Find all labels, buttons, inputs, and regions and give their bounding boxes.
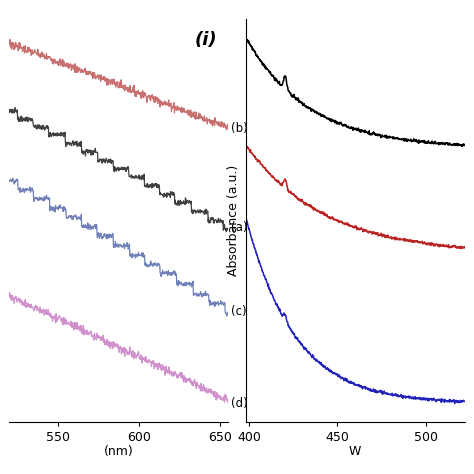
X-axis label: (nm): (nm) bbox=[104, 445, 134, 458]
Y-axis label: Absorbance (a.u.): Absorbance (a.u.) bbox=[227, 165, 240, 276]
Text: (d): (d) bbox=[231, 397, 247, 410]
Text: (b): (b) bbox=[231, 122, 247, 136]
Text: (c): (c) bbox=[231, 305, 246, 318]
Text: (a): (a) bbox=[231, 221, 247, 234]
X-axis label: W: W bbox=[349, 445, 361, 458]
Text: (i): (i) bbox=[195, 31, 218, 49]
